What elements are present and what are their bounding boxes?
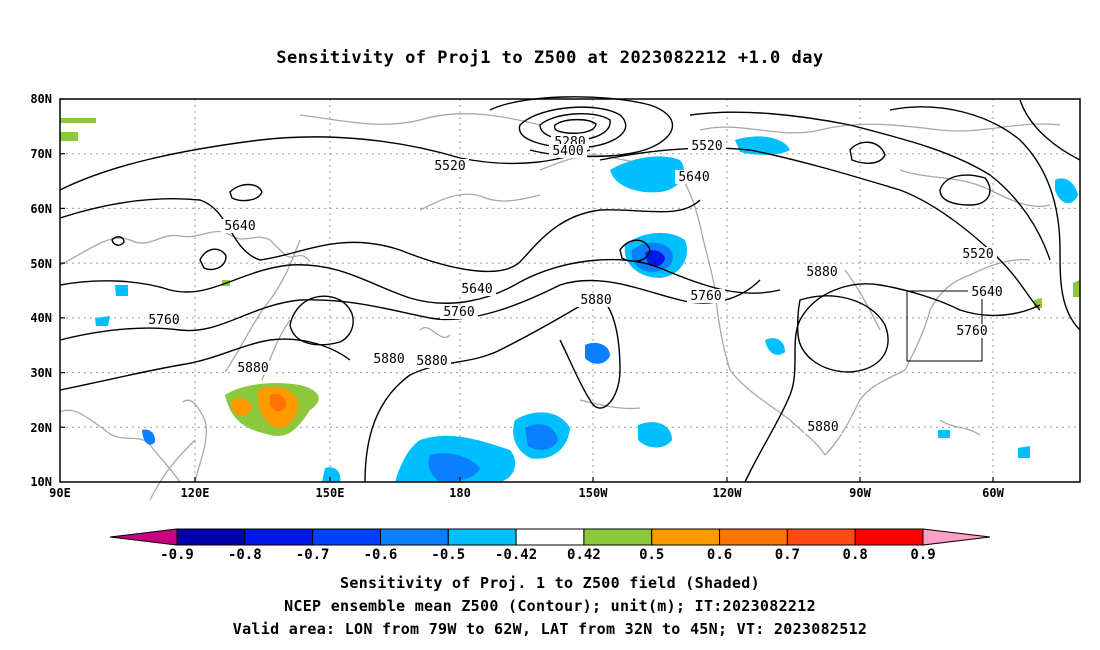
contour-label-bg (221, 219, 259, 233)
contour-label: 5640 (971, 285, 1002, 300)
lon-label: 120E (181, 486, 210, 500)
colorbar-low-tip (109, 528, 178, 546)
contour-label: 5880 (806, 265, 837, 280)
map-title: Sensitivity of Proj1 to Z500 at 20230822… (276, 48, 824, 68)
lat-label: 80N (30, 92, 52, 106)
contour-label: 5640 (678, 170, 709, 185)
axis-ticks (60, 98, 994, 482)
contour-label-bg (804, 420, 842, 434)
colorbar-segment (447, 528, 517, 546)
colorbar-segment (583, 528, 653, 546)
contour-label: 5520 (691, 139, 722, 154)
lat-label: 70N (30, 147, 52, 161)
lon-label: 90E (49, 486, 71, 500)
colorbar-segment (176, 528, 246, 546)
lat-label: 60N (30, 202, 52, 216)
caption-shaded: Sensitivity of Proj. 1 to Z500 field (Sh… (340, 574, 760, 592)
caption-contour: NCEP ensemble mean Z500 (Contour); unit(… (284, 597, 816, 615)
contour-label-bg (953, 324, 991, 338)
colorbar (109, 528, 991, 546)
colorbar-segment (651, 528, 721, 546)
lon-label: 90W (849, 486, 871, 500)
lon-label: 150E (316, 486, 345, 500)
lon-label: 120W (713, 486, 743, 500)
contour-label-bg (549, 144, 587, 158)
caption-valid-area: Valid area: LON from 79W to 62W, LAT fro… (232, 620, 868, 638)
sensitivity-map: 5280540055205520564056405640576057605760… (30, 92, 1081, 563)
colorbar-segment (719, 528, 788, 546)
contour-label-bg (234, 361, 272, 375)
colorbar-segment (854, 528, 924, 546)
contour-label-bg (370, 352, 408, 366)
lon-label: 60W (982, 486, 1004, 500)
lon-label: 180 (449, 486, 471, 500)
contour-label: 5520 (962, 247, 993, 262)
contour-label-bg (803, 265, 841, 279)
contour-label: 5880 (416, 354, 447, 369)
colorbar-segment (786, 528, 856, 546)
contour-label-bg (687, 289, 725, 303)
colorbar-label: -0.8 (228, 547, 262, 563)
contour-label: 5760 (956, 324, 987, 339)
contour-label-bg (968, 285, 1006, 299)
contour-label: 5880 (373, 352, 404, 367)
contour-label: 5640 (461, 282, 492, 297)
contour-label: 5760 (148, 313, 179, 328)
colorbar-label: 0.7 (775, 547, 800, 563)
contour-labels: 5280540055205520564056405640576057605760… (145, 135, 1006, 435)
colorbar-high-tip (922, 528, 991, 546)
contour-label-bg (688, 139, 726, 153)
colorbar-label: -0.6 (364, 547, 398, 563)
contour-label: 5880 (807, 420, 838, 435)
contour-label-bg (577, 293, 615, 307)
contour-label-bg (440, 305, 478, 319)
contour-label: 5880 (237, 361, 268, 376)
contour-label: 5520 (434, 159, 465, 174)
map-frame (59, 98, 1081, 483)
colorbar-label: -0.5 (431, 547, 465, 563)
longitude-labels: 90E 120E 150E 180 150W 120W 90W 60W (49, 486, 1004, 500)
lat-label: 30N (30, 366, 52, 380)
colorbar-label: 0.42 (567, 547, 601, 563)
lat-label: 20N (30, 421, 52, 435)
colorbar-label: -0.9 (160, 547, 194, 563)
colorbar-label: -0.7 (296, 547, 330, 563)
colorbar-segment (379, 528, 449, 546)
colorbar-label: 0.9 (910, 547, 935, 563)
contour-label: 5880 (580, 293, 611, 308)
colorbar-label: 0.5 (639, 547, 664, 563)
colorbar-labels: -0.9 -0.8 -0.7 -0.6 -0.5 -0.42 0.42 0.5 0.6 0.7 0.… (160, 547, 936, 563)
colorbar-segment (312, 528, 381, 546)
lon-label: 150W (579, 486, 609, 500)
contour-label: 5760 (443, 305, 474, 320)
colorbar-label: 0.6 (707, 547, 732, 563)
contour-label-bg (413, 354, 451, 368)
lat-label: 10N (30, 475, 52, 489)
contour-label-bg (959, 247, 997, 261)
contour-label: 5400 (552, 144, 583, 159)
colorbar-segment (244, 528, 314, 546)
colorbar-segment (515, 528, 585, 546)
colorbar-label: -0.42 (495, 547, 537, 563)
latitude-labels: 80N 70N 60N 50N 40N 30N 20N 10N (30, 92, 52, 489)
lat-label: 50N (30, 257, 52, 271)
colorbar-label: 0.8 (843, 547, 868, 563)
contour-label-bg (458, 282, 496, 296)
lat-label: 40N (30, 311, 52, 325)
contour-label: 5640 (224, 219, 255, 234)
contour-label-bg (431, 159, 469, 173)
sensitivity-shading (60, 118, 1080, 482)
contour-label-bg (675, 170, 713, 184)
contour-label: 5760 (690, 289, 721, 304)
contour-label-bg (145, 313, 183, 327)
